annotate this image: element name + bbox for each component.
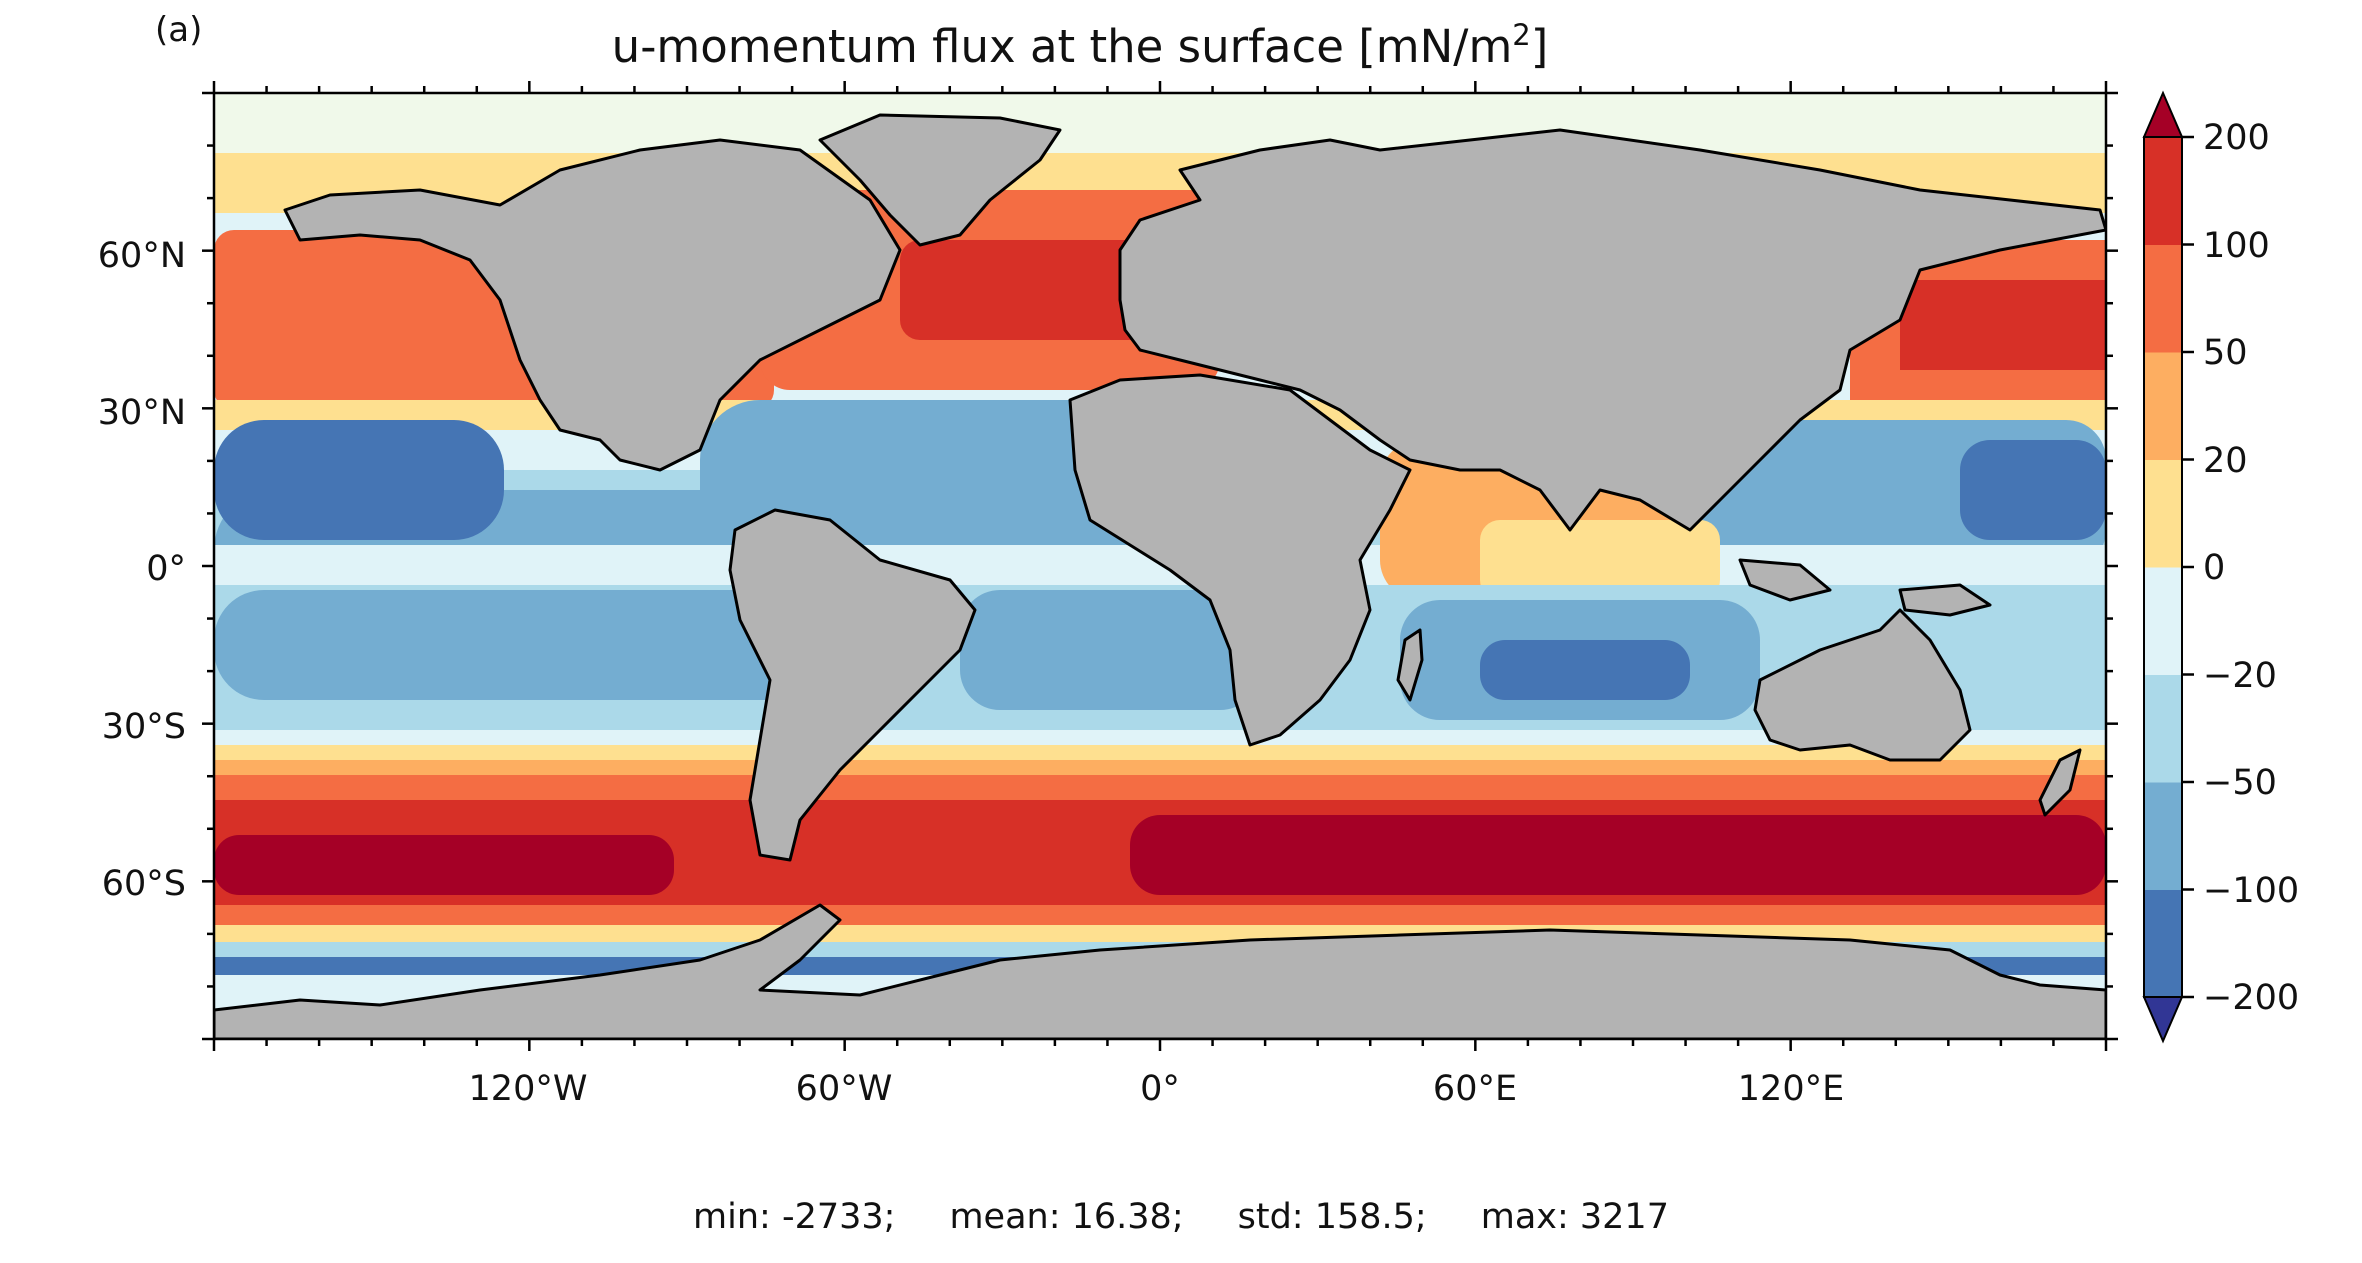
- land: [214, 113, 2106, 1039]
- stat-mean: mean: 16.38;: [949, 1197, 1184, 1237]
- y-tick-label: 0°: [146, 549, 186, 589]
- madagascar: [1396, 628, 1424, 702]
- colorbar-tick-label: −50: [2203, 763, 2277, 803]
- x-tick-label: 60°E: [1433, 1069, 1517, 1109]
- colorbar-tick-label: 50: [2203, 333, 2248, 373]
- title-superscript: 2: [1512, 18, 1531, 52]
- new-guinea: [1898, 583, 1992, 617]
- southern-ocean-westerly-core: [1130, 815, 2106, 895]
- colorbar-segment: [2144, 137, 2182, 245]
- colorbar-tick-label: 200: [2203, 118, 2270, 158]
- colorbar-segment: [2144, 674, 2182, 783]
- new-zealand: [2038, 748, 2082, 817]
- australia: [1753, 608, 1972, 762]
- map-ticks: [202, 81, 2118, 1051]
- y-tick-label: 30°N: [98, 393, 186, 433]
- northwest-pacific-core: [1900, 280, 2106, 370]
- colorbar-segment: [2144, 889, 2182, 998]
- title-text: u-momentum flux at the surface [mN/m: [611, 20, 1513, 73]
- colorbar-tick-label: 20: [2203, 441, 2248, 481]
- y-tick-label: 60°N: [98, 236, 186, 276]
- colorbar-over-arrow: [2142, 90, 2184, 138]
- stat-min: min: -2733;: [693, 1197, 896, 1237]
- map-title: u-momentum flux at the surface [mN/m2]: [340, 20, 1820, 73]
- west-pacific-trade-core: [1960, 440, 2106, 540]
- eurasia: [1118, 128, 2106, 532]
- y-tick-label: 60°S: [102, 864, 186, 904]
- colorbar-segment: [2144, 567, 2182, 675]
- panel-label: (a): [155, 10, 203, 50]
- colorbar-segment: [2144, 352, 2182, 460]
- map-tick-labels: 120°W 60°W 0° 60°E 120°E 60°N 30°N 0° 30…: [98, 236, 1844, 1109]
- y-tick-label: 30°S: [102, 707, 186, 747]
- colorbar-tick-label: −20: [2203, 656, 2277, 696]
- south-america: [728, 508, 977, 862]
- bay-of-bengal-flux: [1480, 520, 1720, 600]
- colorbar-under-arrow: [2142, 996, 2184, 1044]
- north-pacific-trade-core: [214, 420, 504, 540]
- colorbar-segment: [2144, 459, 2182, 568]
- southern-westerlies-south-edge: [214, 905, 2106, 927]
- north-america: [283, 138, 902, 472]
- colorbar-tick-label: 0: [2203, 548, 2225, 588]
- south-pacific-trades: [214, 590, 894, 700]
- maritime-continent: [1738, 558, 1832, 602]
- south-indian-trade-core: [1480, 640, 1690, 700]
- arctic-band: [214, 93, 2106, 153]
- colorbar-tick-label: 100: [2203, 226, 2270, 266]
- antarctica: [214, 903, 2106, 1039]
- stat-max: max: 3217: [1480, 1197, 1669, 1237]
- colorbar-tick-label: −100: [2203, 871, 2299, 911]
- colorbar: 200 100 50 20 0 −20 −50 −100 −200: [2142, 90, 2299, 1044]
- colorbar-tick-label: −200: [2203, 978, 2299, 1018]
- africa: [1068, 373, 1412, 747]
- colorbar-tick-labels: 200 100 50 20 0 −20 −50 −100 −200: [2203, 118, 2299, 1018]
- colorbar-ticks: [2182, 135, 2194, 999]
- colorbar-segment: [2144, 244, 2182, 353]
- x-tick-label: 60°W: [796, 1069, 893, 1109]
- ocean-field: [214, 93, 2106, 1039]
- colorbar-segments: [2144, 137, 2182, 998]
- title-suffix: ]: [1530, 20, 1549, 73]
- x-tick-label: 0°: [1140, 1069, 1180, 1109]
- greenland: [818, 113, 1062, 247]
- north-atlantic-core: [900, 240, 1160, 340]
- x-tick-label: 120°W: [469, 1069, 588, 1109]
- x-tick-label: 120°E: [1738, 1069, 1844, 1109]
- south-pacific-westerly-core: [214, 835, 674, 895]
- statistics-line: min: -2733; mean: 16.38; std: 158.5; max: 3…: [0, 1197, 2362, 1237]
- stat-std: std: 158.5;: [1237, 1197, 1427, 1237]
- south-atlantic-trades: [960, 590, 1260, 710]
- colorbar-segment: [2144, 782, 2182, 890]
